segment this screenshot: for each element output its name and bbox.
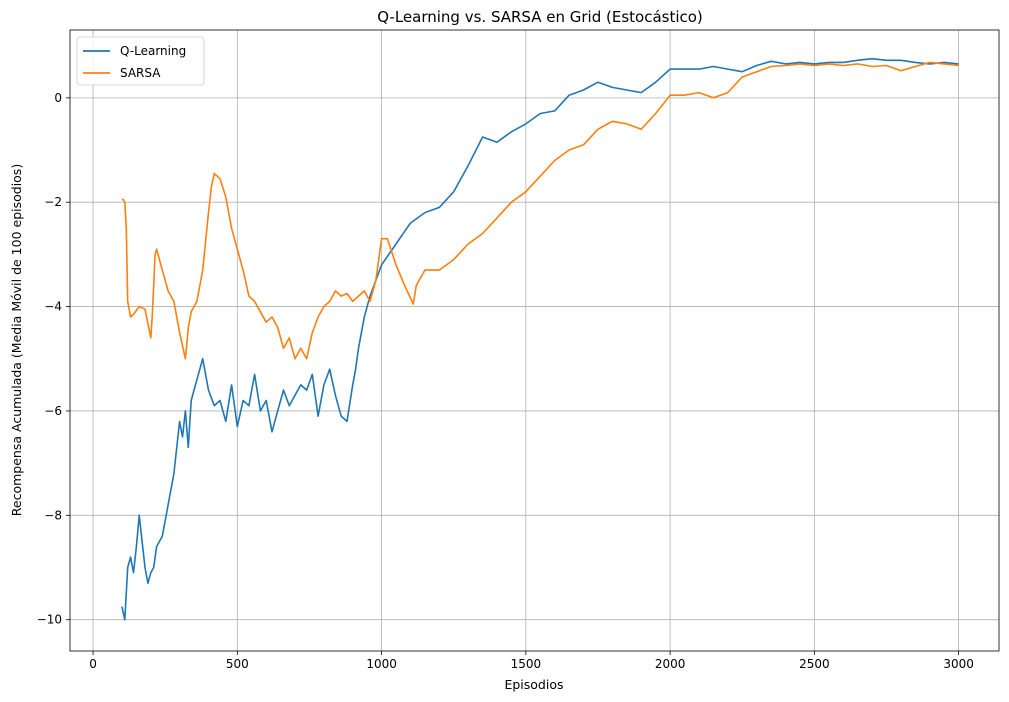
y-axis: −10 −8 −6 −4 −2 0 [37, 91, 70, 627]
series-line-sarsa [121, 61, 959, 360]
legend-entry: Q-Learning [120, 44, 186, 58]
x-axis: 0 500 1000 1500 2000 2500 3000 [89, 651, 974, 671]
y-tick-label: −2 [44, 195, 62, 209]
x-tick-label: 1500 [511, 657, 542, 671]
x-tick-label: 1000 [366, 657, 397, 671]
plot-frame [69, 29, 1000, 652]
series-line-q-learning [121, 57, 959, 621]
x-tick-label: 2500 [799, 657, 830, 671]
y-axis-label: Recompensa Acumulada (Media Móvil de 100… [9, 164, 24, 516]
x-tick-label: 500 [226, 657, 249, 671]
y-tick-label: −8 [44, 508, 62, 522]
series-lines [121, 57, 959, 621]
x-axis-label: Episodios [504, 677, 563, 692]
legend-entry: SARSA [120, 66, 161, 80]
y-tick-label: −6 [44, 404, 62, 418]
grid-lines [70, 30, 999, 651]
chart-title: Q-Learning vs. SARSA en Grid (Estocástic… [377, 8, 703, 26]
legend: Q-Learning SARSA [76, 36, 205, 86]
x-tick-label: 3000 [943, 657, 974, 671]
y-tick-label: −10 [37, 613, 62, 627]
y-tick-label: −4 [44, 300, 62, 314]
y-tick-label: 0 [54, 91, 62, 105]
x-tick-label: 2000 [655, 657, 686, 671]
x-tick-label: 0 [89, 657, 97, 671]
